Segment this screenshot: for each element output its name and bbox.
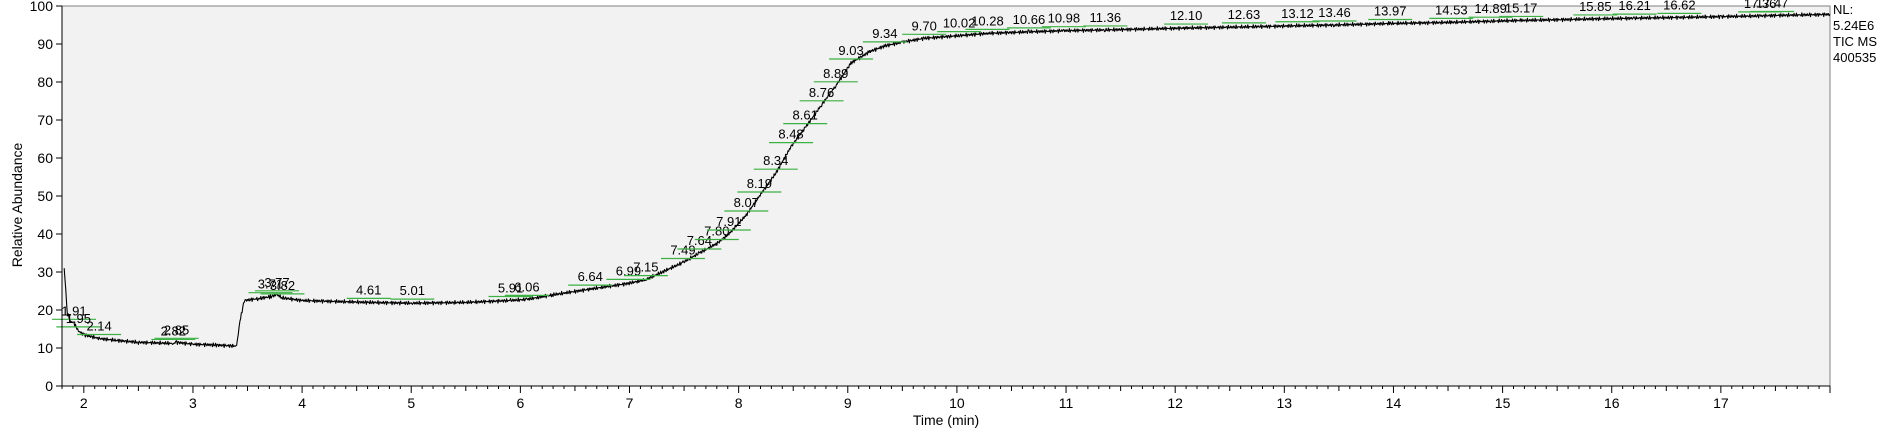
peak-label: 3.82 [270,278,295,293]
peak-label: 12.63 [1228,7,1261,22]
x-tick-label: 9 [844,395,852,411]
side-info-label: TIC MS [1833,34,1877,49]
peak-label: 6.06 [514,279,539,294]
tic-trace-line [63,12,1831,349]
peak-label: 15.17 [1505,0,1538,15]
peak-label: 14.89 [1474,1,1507,16]
peak-label: 2.82 [161,323,186,338]
y-tick-label: 0 [45,378,53,394]
peak-label: 11.36 [1090,10,1122,25]
peak-label: 7.91 [716,214,741,229]
peak-label: 10.28 [971,13,1004,28]
x-tick-label: 14 [1386,395,1402,411]
peak-label: 8.89 [823,66,848,81]
y-tick-label: 30 [37,264,53,280]
y-tick-label: 60 [37,150,53,166]
y-tick-label: 80 [37,74,53,90]
side-info-label: 400535 [1833,50,1876,65]
y-tick-label: 10 [37,340,53,356]
x-tick-label: 3 [189,395,197,411]
peak-label: 4.61 [356,282,381,297]
peak-label: 5.01 [400,283,425,298]
x-tick-label: 10 [949,395,965,411]
peak-label: 13.12 [1281,6,1314,21]
peak-label: 17.47 [1756,0,1789,11]
y-tick-label: 50 [37,188,53,204]
peak-label-layer: 1.911.952.14 2.822.85 3.713.773.82 4.61 5.01… [52,0,1795,341]
y-axis-label: Relative Abundance [9,143,25,268]
peak-label: 13.97 [1374,3,1407,18]
peak-label: 16.21 [1618,0,1651,13]
peak-label: 10.98 [1048,11,1081,26]
x-axis-label: Time (min) [913,412,979,428]
peak-label: 9.03 [838,43,863,58]
x-tick-label: 7 [626,395,634,411]
x-tick-label: 15 [1495,395,1511,411]
peak-label: 6.99 [616,263,641,278]
peak-label: 3.71 [258,277,283,292]
peak-label: 15.85 [1579,0,1612,14]
peak-label: 7.49 [670,243,695,258]
peak-label: 1.95 [66,311,91,326]
peak-label: 8.19 [747,176,772,191]
trace-layer [63,12,1831,349]
peak-label: 8.34 [763,153,788,168]
side-info-label: 5.24E6 [1833,18,1874,33]
axes-layer: 2 3 4 5 6 7 8 9 10 11 12 13 14 15 16 17 0 10 20 30 40 50 60 70 8… [30,0,1831,411]
y-tick-label: 20 [37,302,53,318]
peak-label: 8.61 [793,108,818,123]
peak-label: 17.36 [1744,0,1777,11]
peak-label: 7.80 [704,224,729,239]
peak-label: 14.53 [1435,2,1468,17]
peak-label: 10.66 [1013,12,1046,27]
peak-label: 5.91 [498,281,523,296]
x-tick-label: 8 [735,395,743,411]
peak-label: 7.15 [633,260,658,275]
peak-label: 9.34 [872,26,897,41]
plot-area [61,5,1831,387]
x-tick-label: 13 [1277,395,1293,411]
x-tick-label: 6 [516,395,524,411]
peak-label: 7.64 [687,233,712,248]
peak-label: 2.14 [86,319,111,334]
y-tick-label: 70 [37,112,53,128]
peak-label: 2.85 [164,322,189,337]
x-tick-label: 2 [80,395,88,411]
x-tick-label: 11 [1059,395,1074,411]
peak-label: 1.91 [61,303,86,318]
x-tick-label: 5 [407,395,415,411]
peak-label: 6.64 [578,269,603,284]
peak-label: 16.62 [1663,0,1696,12]
y-tick-label: 90 [37,36,53,52]
peak-label: 8.48 [778,127,803,142]
peak-label: 13.46 [1318,5,1351,20]
peak-label: 3.77 [264,275,289,290]
peak-label: 10.02 [943,16,976,31]
x-tick-label: 17 [1713,395,1729,411]
y-tick-label: 100 [30,0,54,14]
peak-label: 12.10 [1170,8,1203,23]
peak-label: 8.07 [734,195,759,210]
peak-label: 8.76 [809,85,834,100]
y-tick-label: 40 [37,226,53,242]
side-info-label: NL: [1833,2,1853,17]
peak-label: 9.70 [912,18,937,33]
x-tick-label: 16 [1604,395,1620,411]
x-tick-label: 4 [298,395,306,411]
x-tick-label: 12 [1167,395,1183,411]
